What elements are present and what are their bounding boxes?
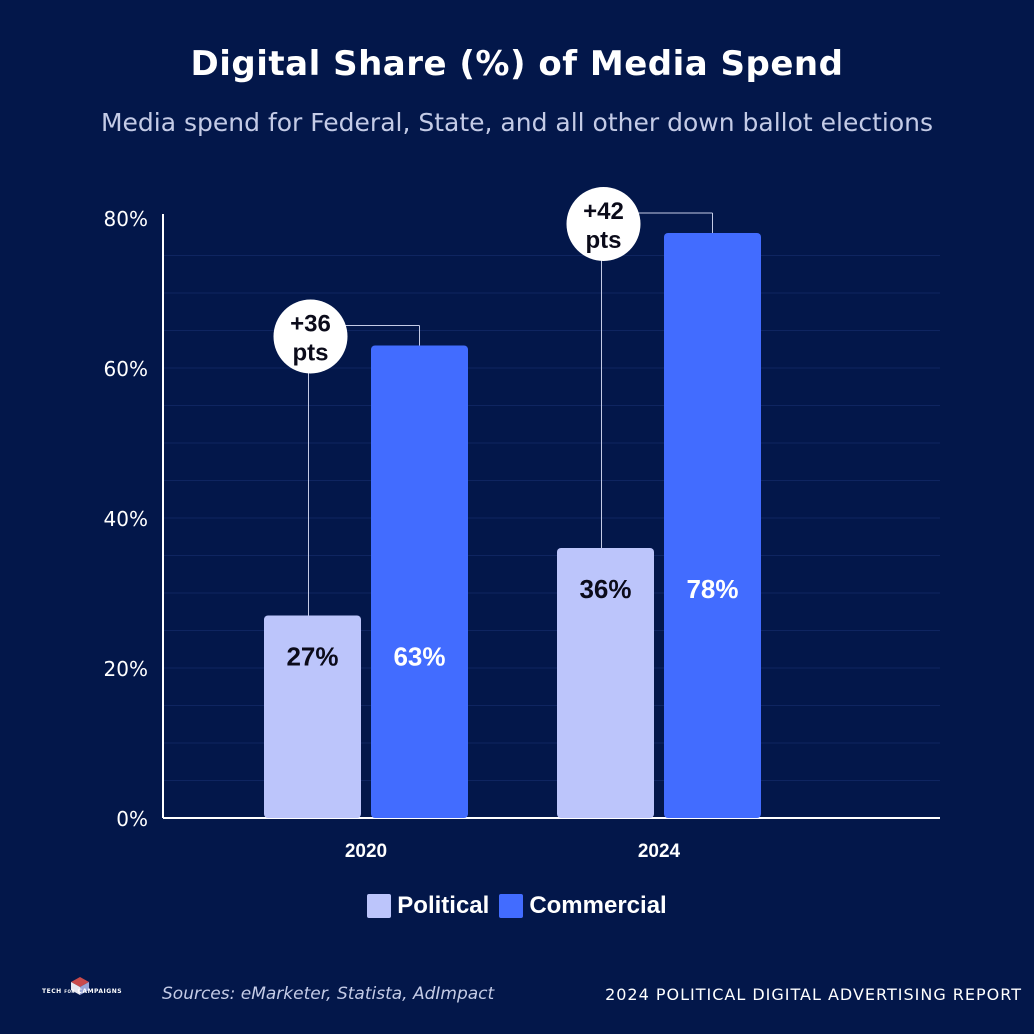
data-label-commercial-2020: 63% [393, 642, 445, 672]
annotation-unit: pts [586, 227, 622, 254]
chart-subtitle: Media spend for Federal, State, and all … [100, 108, 934, 137]
annotation-circle [273, 299, 348, 374]
bar-political-2024 [557, 548, 654, 818]
tech-for-campaigns-logo: TECH FOR CAMPAIGNS [42, 974, 132, 1014]
logo-text-tech: TECH [42, 988, 62, 995]
legend-item-commercial: Commercial [499, 892, 667, 920]
x-tick-label-2024: 2024 [638, 841, 681, 862]
report-name: 2024 POLITICAL DIGITAL ADVERTISING REPOR… [605, 985, 1022, 1004]
bar-commercial-2020 [371, 345, 468, 818]
logo-text-campaigns: CAMPAIGNS [77, 988, 123, 995]
legend-item-political: Political [367, 892, 489, 920]
chart-title: Digital Share (%) of Media Spend [190, 44, 844, 84]
y-tick-label: 60% [104, 357, 148, 381]
cube-logo-icon [71, 977, 89, 995]
data-label-commercial-2024: 78% [686, 574, 738, 604]
legend: Political Commercial [0, 892, 1034, 920]
data-label-political-2020: 27% [286, 642, 338, 672]
bar-commercial-2024 [664, 233, 761, 818]
bar-political-2020 [264, 615, 361, 818]
annotation-value: +42 [583, 198, 624, 225]
annotation-value: +36 [290, 311, 331, 338]
data-label-political-2024: 36% [579, 574, 631, 604]
annotation-unit: pts [293, 340, 329, 367]
legend-swatch-political [367, 894, 392, 918]
logo-text-for: FOR [64, 989, 75, 994]
annotation-circle [566, 187, 641, 261]
y-tick-label: 20% [104, 657, 148, 681]
y-tick-label: 80% [104, 207, 148, 231]
y-tick-label: 40% [104, 507, 148, 531]
x-tick-label-2020: 2020 [345, 841, 387, 862]
legend-label-commercial: Commercial [529, 892, 667, 919]
y-tick-label: 0% [116, 807, 148, 831]
legend-label-political: Political [397, 892, 490, 919]
sources-note: Sources: eMarketer, Statista, AdImpact [162, 984, 495, 1004]
legend-swatch-commercial [499, 894, 524, 918]
